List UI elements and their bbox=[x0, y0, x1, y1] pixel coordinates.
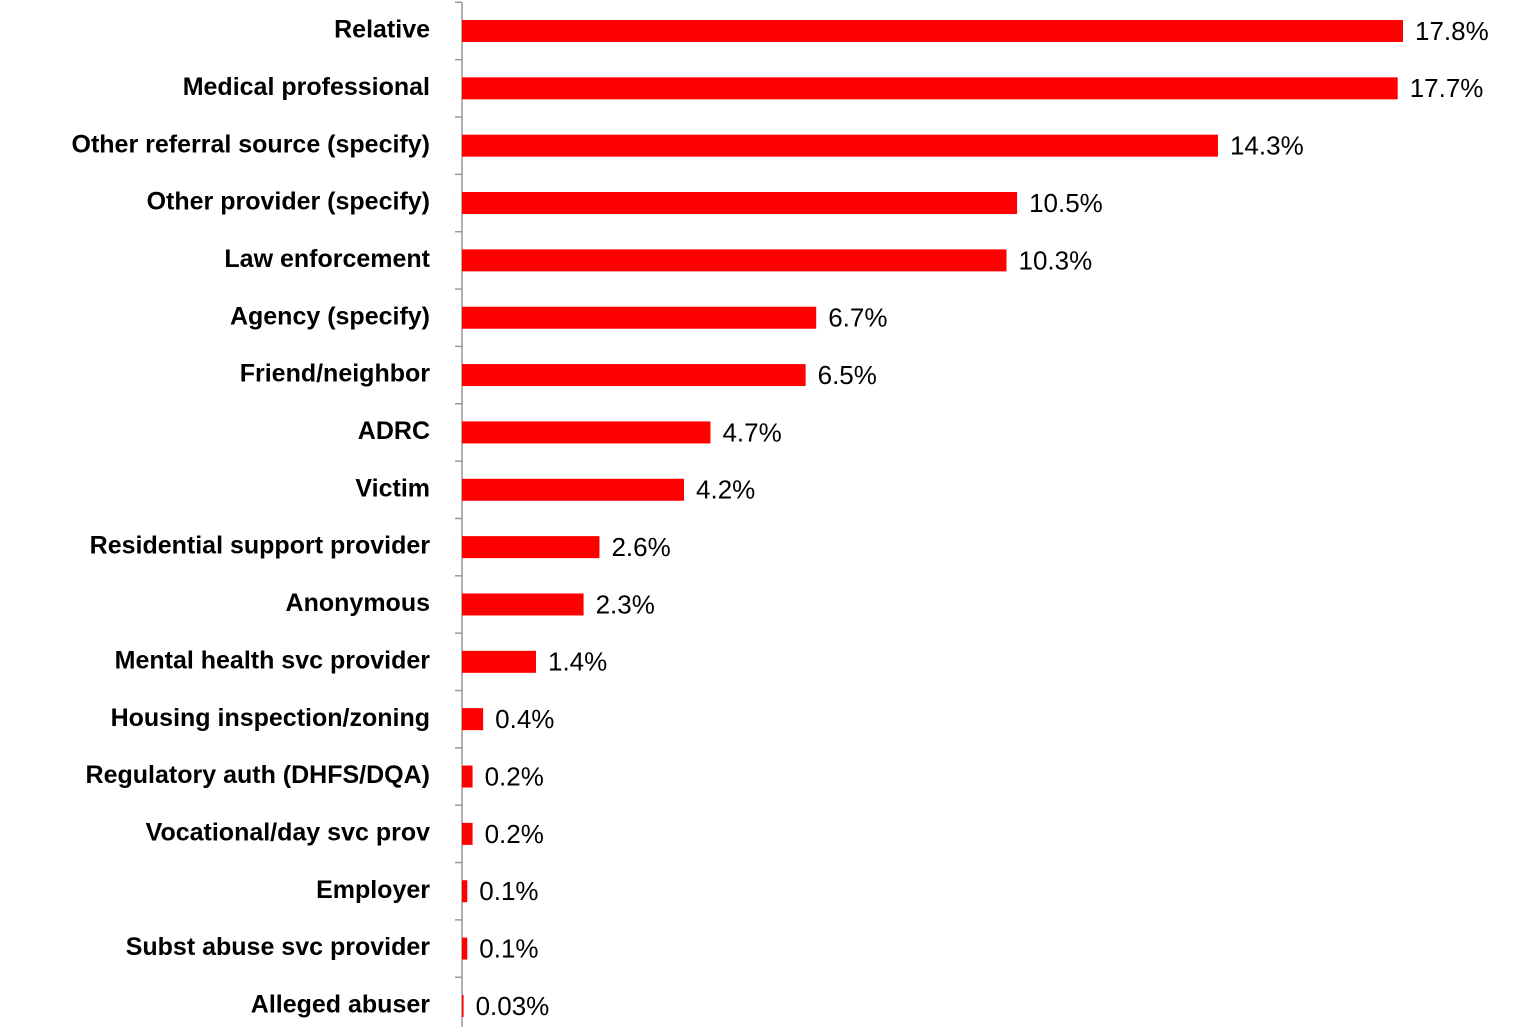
bar bbox=[462, 822, 473, 845]
category-label: Friend/neighbor bbox=[240, 360, 431, 388]
data-label: 0.2% bbox=[485, 761, 544, 791]
category-label: Housing inspection/zoning bbox=[111, 704, 430, 732]
data-label: 0.1% bbox=[479, 876, 538, 906]
bar bbox=[462, 364, 806, 387]
category-label: Other referral source (specify) bbox=[72, 130, 430, 158]
category-label: Regulatory auth (DHFS/DQA) bbox=[86, 761, 430, 789]
category-label: Victim bbox=[355, 474, 430, 502]
bar bbox=[462, 593, 584, 616]
category-label: Anonymous bbox=[286, 589, 430, 617]
data-label: 0.4% bbox=[495, 704, 554, 734]
data-label: 6.5% bbox=[818, 360, 877, 390]
bar bbox=[462, 134, 1218, 157]
data-label: 6.7% bbox=[828, 303, 887, 333]
bar bbox=[462, 306, 817, 329]
category-label: ADRC bbox=[358, 417, 430, 445]
data-label: 14.3% bbox=[1230, 131, 1304, 161]
bar bbox=[462, 77, 1398, 100]
data-label: 17.8% bbox=[1415, 16, 1489, 46]
data-label: 4.7% bbox=[722, 417, 781, 447]
data-label: 0.03% bbox=[476, 991, 550, 1021]
bar bbox=[462, 708, 484, 731]
category-label: Mental health svc provider bbox=[115, 646, 431, 674]
category-label: Employer bbox=[316, 876, 430, 904]
data-label: 1.4% bbox=[548, 647, 607, 677]
bar bbox=[462, 19, 1403, 42]
data-label: 10.5% bbox=[1029, 188, 1103, 218]
bar bbox=[462, 937, 468, 960]
bar bbox=[462, 994, 464, 1017]
category-label: Other provider (specify) bbox=[147, 188, 430, 216]
bar bbox=[462, 880, 468, 903]
bar bbox=[462, 650, 537, 673]
bar bbox=[462, 536, 600, 559]
data-label: 10.3% bbox=[1019, 245, 1093, 275]
category-label: Alleged abuser bbox=[251, 991, 430, 1019]
category-label: Medical professional bbox=[183, 73, 430, 101]
data-label: 17.7% bbox=[1410, 73, 1484, 103]
category-label: Agency (specify) bbox=[230, 302, 430, 330]
category-label: Subst abuse svc provider bbox=[126, 933, 431, 961]
bar bbox=[462, 478, 685, 501]
category-label: Law enforcement bbox=[224, 245, 430, 273]
bar bbox=[462, 192, 1018, 215]
bar bbox=[462, 421, 711, 444]
category-label: Residential support provider bbox=[90, 532, 431, 560]
category-label: Relative bbox=[334, 16, 430, 44]
data-label: 0.2% bbox=[485, 819, 544, 849]
data-label: 0.1% bbox=[479, 933, 538, 963]
bar bbox=[462, 249, 1007, 272]
data-label: 2.6% bbox=[611, 532, 670, 562]
data-label: 2.3% bbox=[596, 589, 655, 619]
data-label: 4.2% bbox=[696, 475, 755, 505]
bar bbox=[462, 765, 473, 788]
category-label: Vocational/day svc prov bbox=[146, 818, 430, 846]
